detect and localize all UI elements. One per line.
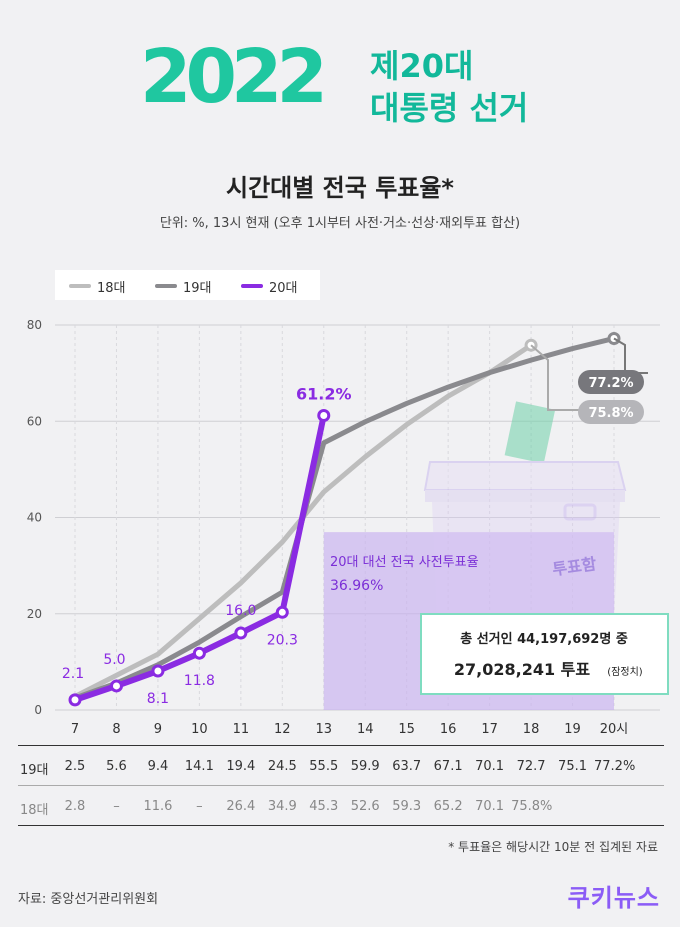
legend-label-19: 19대 [183,281,212,296]
end-label-bg-19 [578,370,644,394]
series-line-0 [72,342,534,700]
data-label-20: 20.3 [267,632,298,648]
point-20 [192,646,206,660]
table-mid-rule [18,785,664,786]
x-tick-label: 7 [71,722,79,737]
total-votes-suffix: (잠정치) [607,666,643,678]
x-tick-label: 11 [233,722,250,737]
data-label-20: 2.1 [62,666,84,682]
early-vote-value: 36.96% [330,578,383,594]
total-voters-text: 총 선거인 44,197,692명 중 [460,631,628,647]
x-tick-label: 18 [523,722,540,737]
table-top-rule [18,745,664,746]
table-cell: 5.6 [106,759,127,774]
point-20 [109,679,123,693]
table-cell: 70.1 [475,799,505,814]
table-cell: 77.2% [594,759,636,774]
table-cell: – [113,799,120,814]
table-cell: 70.1 [475,759,505,774]
chart-subtitle: 단위: %, 13시 현재 (오후 1시부터 사전·거소·선상·재외투표 합산) [159,216,521,231]
y-tick-label: 80 [27,318,42,332]
legend-swatch-19 [155,284,177,288]
point-20 [317,408,331,422]
table-cell: 59.3 [392,799,422,814]
series-lines [68,331,621,707]
x-tick-label: 14 [357,722,374,737]
chart-title: 시간대별 전국 투표율* [226,174,454,202]
y-tick-label: 0 [34,703,42,717]
header-election-name: 대통령 선거 [370,89,529,127]
table-row-label: 18대 [20,803,49,818]
table-bottom-rule [18,825,664,826]
table-cell: 52.6 [350,799,380,814]
x-tick-label: 12 [274,722,291,737]
table-cell: 59.9 [350,759,380,774]
table-cell: 2.8 [64,799,86,814]
table-cell: 11.6 [143,799,173,814]
x-tick-label: 15 [398,722,415,737]
legend-swatch-18 [69,284,91,288]
y-tick-label: 40 [27,511,42,525]
end-label-bg-18 [578,400,644,424]
point-20 [234,626,248,640]
decorations: 투표함 20대 대선 전국 사전투표율 36.96% 총 선거인 44,197,… [323,401,669,710]
x-tick-label: 8 [112,722,120,737]
x-tick-label: 19 [564,722,581,737]
table-cell: – [196,799,203,814]
table-cell: 75.8% [511,799,553,814]
end-label-18: 75.8% [588,406,633,421]
source-credit: 자료: 중앙선거관리위원회 [18,892,159,907]
table-cell: 14.1 [184,759,214,774]
x-tick-label: 20시 [600,722,629,737]
y-tick-label: 20 [27,607,42,621]
leader-19 [613,337,648,374]
x-tick-label: 16 [440,722,457,737]
leader-18 [530,344,580,411]
chart-plot: 0 20 40 60 80 7 8 9 10 11 12 13 14 15 16 17 18 19 20시 투표함 … [27,318,669,737]
data-label-20: 8.1 [147,691,169,707]
legend-label-20: 20대 [269,281,298,296]
table-cell: 67.1 [433,759,463,774]
x-tick-label: 9 [154,722,162,737]
early-vote-title: 20대 대선 전국 사전투표율 [330,555,479,570]
table-row-label: 19대 [20,763,49,778]
end-label-19: 77.2% [588,376,633,391]
data-label-20: 16.0 [225,603,256,619]
total-voters-box [420,613,669,695]
data-labels: 2.1 5.0 8.1 11.8 16.0 20.3 61.2% 77.2% 75.8% [62,337,648,707]
table-cell: 55.5 [309,759,339,774]
header-year: 2022 [140,34,328,120]
legend-swatch-20 [241,284,263,288]
point-20 [151,664,165,678]
table-cell: 19.4 [226,759,256,774]
header-election-number: 제20대 [370,47,474,85]
y-tick-label: 60 [27,414,42,428]
total-votes-text: 27,028,241 투표 [454,660,591,679]
x-tick-label: 10 [191,722,208,737]
table-cell: 65.2 [433,799,463,814]
table-cell: 72.7 [516,759,546,774]
data-label-20: 5.0 [103,652,125,668]
x-tick-label: 17 [481,722,498,737]
table-cell: 24.5 [267,759,297,774]
series-line-1 [72,335,617,701]
footnote: * 투표율은 해당시간 10분 전 집계된 자료 [448,840,658,854]
data-label-20: 61.2% [296,384,352,403]
table-cell: 26.4 [226,799,256,814]
table-cell: 63.7 [392,759,422,774]
legend-label-18: 18대 [97,281,126,296]
table-cell: 45.3 [309,799,339,814]
point-20 [68,693,82,707]
chart-legend: 18대 19대 20대 [55,270,320,300]
publisher-logo: 쿠키뉴스 [567,884,660,912]
table-cell: 75.1 [558,759,587,774]
data-label-20: 11.8 [184,673,215,689]
table-cell: 34.9 [267,799,297,814]
point-20 [275,605,289,619]
table-cell: 9.4 [147,759,169,774]
table-cell: 2.5 [64,759,86,774]
x-tick-label: 13 [315,722,332,737]
